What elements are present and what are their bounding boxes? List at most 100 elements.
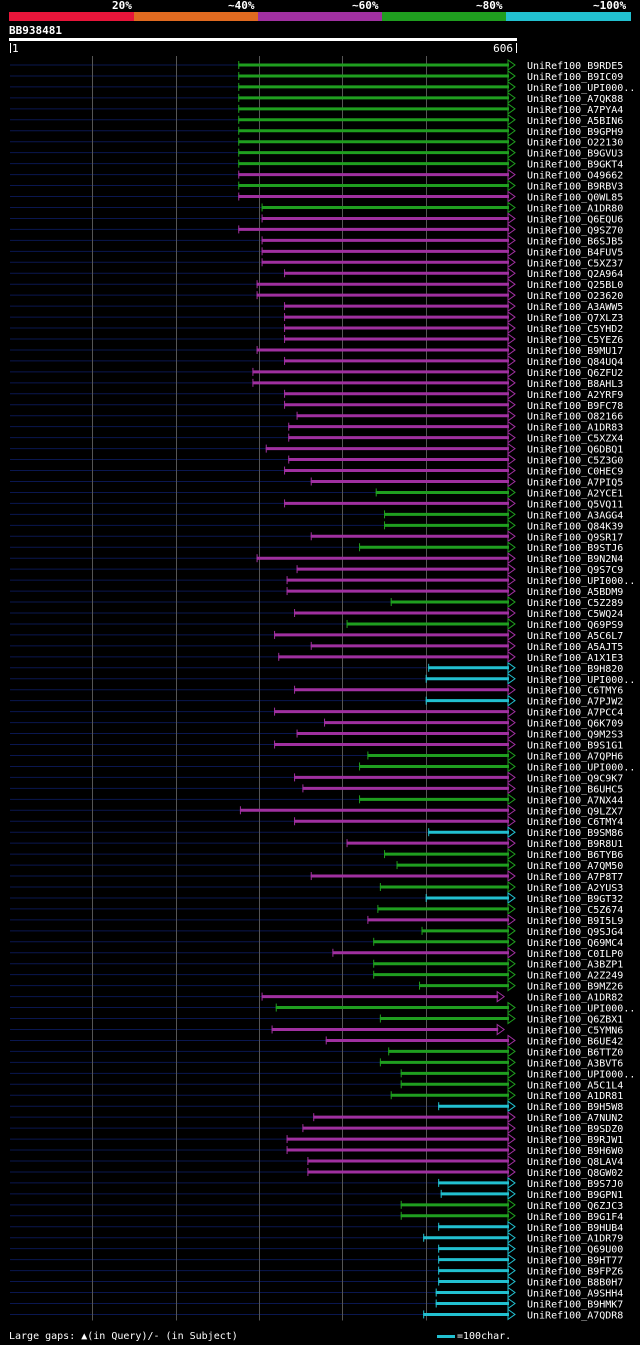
hit-label[interactable]: UniRef100_Q69U00 (527, 1245, 623, 1256)
hit-row[interactable]: UniRef100_A1DR80 (261, 201, 624, 214)
hit-row[interactable]: UniRef100_A3BVT6 (379, 1056, 623, 1069)
hit-label[interactable]: UniRef100_A9SHH4 (527, 1289, 623, 1300)
hit-row[interactable]: UniRef100_C5YEZ6 (284, 333, 623, 346)
hit-row[interactable]: UniRef100_A2YCE1 (375, 486, 624, 499)
hit-label[interactable]: UniRef100_C5Z3G0 (527, 456, 623, 467)
hit-label[interactable]: UniRef100_Q69PS9 (527, 620, 623, 631)
hit-label[interactable]: UniRef100_C5XZX4 (527, 434, 623, 445)
hit-label[interactable]: UniRef100_A7NX44 (527, 795, 623, 806)
hit-row[interactable]: UniRef100_A7PIQ5 (310, 475, 624, 488)
hit-row[interactable]: UniRef100_A1DR81 (390, 1089, 624, 1102)
hit-label[interactable]: UniRef100_C5YHD2 (527, 324, 623, 335)
hit-row[interactable]: UniRef100_C5YHD2 (284, 322, 623, 335)
hit-row[interactable]: UniRef100_A3AWW5 (284, 300, 623, 313)
hit-row[interactable]: UniRef100_B9H5W8 (438, 1100, 623, 1113)
hit-row[interactable]: UniRef100_A7PYA4 (238, 102, 623, 116)
hit-label[interactable]: UniRef100_B9S7J0 (527, 1179, 623, 1190)
hit-label[interactable]: UniRef100_B9MZ26 (527, 982, 623, 993)
hit-label[interactable]: UniRef100_A1DR80 (527, 203, 623, 214)
hit-label[interactable]: UniRef100_Q6ZJC3 (527, 1201, 623, 1212)
hit-label[interactable]: UniRef100_UPI000.. (527, 762, 635, 773)
hit-label[interactable]: UniRef100_B9I5L9 (527, 916, 623, 927)
hit-row[interactable]: UniRef100_UPI000.. (400, 1067, 636, 1080)
hit-row[interactable]: UniRef100_Q5VQ11 (284, 497, 623, 510)
hit-label[interactable]: UniRef100_O23620 (527, 291, 623, 302)
hit-row[interactable]: UniRef100_B9G1F4 (400, 1209, 624, 1223)
hit-label[interactable]: UniRef100_Q2A964 (527, 269, 623, 280)
hit-row[interactable]: UniRef100_Q0WL85 (238, 190, 623, 204)
hit-label[interactable]: UniRef100_B9G1F4 (527, 1212, 623, 1223)
hit-label[interactable]: UniRef100_Q6ZFU2 (527, 368, 623, 379)
hit-row[interactable]: UniRef100_C5Z289 (390, 596, 624, 609)
hit-row[interactable]: UniRef100_Q8GW02 (307, 1165, 623, 1179)
hit-row[interactable]: UniRef100_B9GKT4 (238, 157, 623, 171)
hit-row[interactable]: UniRef100_B6UHC5 (302, 782, 623, 795)
hit-row[interactable]: UniRef100_Q8LAV4 (307, 1155, 623, 1168)
hit-row[interactable]: UniRef100_O49662 (238, 168, 623, 182)
hit-row[interactable]: UniRef100_C6TMY4 (294, 815, 623, 828)
hit-row[interactable]: UniRef100_Q84UQ4 (284, 354, 623, 368)
hit-label[interactable]: UniRef100_A3BVT6 (527, 1058, 623, 1069)
hit-label[interactable]: UniRef100_Q8LAV4 (527, 1157, 623, 1168)
hit-label[interactable]: UniRef100_B9H6W0 (527, 1146, 623, 1157)
hit-label[interactable]: UniRef100_B9GVU3 (527, 149, 623, 160)
hit-row[interactable]: UniRef100_A7QK88 (238, 91, 623, 105)
hit-label[interactable]: UniRef100_Q6EQU6 (527, 214, 623, 225)
hit-label[interactable]: UniRef100_B6SJB5 (527, 236, 623, 247)
hit-label[interactable]: UniRef100_B9HMK7 (527, 1299, 623, 1310)
hit-label[interactable]: UniRef100_B9RJW1 (527, 1135, 623, 1146)
hit-row[interactable]: UniRef100_Q69U00 (438, 1242, 623, 1256)
hit-label[interactable]: UniRef100_A5BDM9 (527, 587, 623, 598)
hit-label[interactable]: UniRef100_Q69MC4 (527, 938, 623, 949)
hit-label[interactable]: UniRef100_O82166 (527, 412, 623, 423)
hit-label[interactable]: UniRef100_B9SDZ0 (527, 1124, 623, 1135)
hit-row[interactable]: UniRef100_B9S1G1 (274, 738, 623, 752)
hit-label[interactable]: UniRef100_Q84UQ4 (527, 357, 623, 368)
hit-row[interactable]: UniRef100_Q6ZBX1 (379, 1012, 623, 1026)
hit-label[interactable]: UniRef100_A2Z249 (527, 971, 623, 982)
hit-row[interactable]: UniRef100_B9MZ26 (419, 979, 623, 993)
hit-row[interactable]: UniRef100_A7PJW2 (425, 694, 624, 708)
hit-row[interactable]: UniRef100_Q9SR17 (310, 530, 624, 543)
hit-row[interactable]: UniRef100_UPI000.. (238, 80, 635, 94)
hit-row[interactable]: UniRef100_A5C6L7 (274, 628, 623, 642)
hit-row[interactable]: UniRef100_A7NX44 (359, 793, 623, 806)
hit-row[interactable]: UniRef100_Q84K39 (384, 519, 623, 532)
hit-row[interactable]: UniRef100_B9RDE5 (238, 59, 623, 72)
hit-label[interactable]: UniRef100_Q9SZ70 (527, 225, 623, 236)
hit-label[interactable]: UniRef100_A7QDR8 (527, 1310, 623, 1321)
hit-row[interactable]: UniRef100_B9FC78 (284, 398, 623, 412)
hit-row[interactable]: UniRef100_B9H820 (428, 661, 623, 675)
hit-label[interactable]: UniRef100_A1DR81 (527, 1091, 623, 1102)
hit-row[interactable]: UniRef100_B9SM86 (428, 826, 623, 839)
hit-row[interactable]: UniRef100_Q9M2S3 (296, 727, 624, 741)
hit-label[interactable]: UniRef100_C6TMY6 (527, 686, 623, 697)
hit-row[interactable]: UniRef100_B6UE42 (325, 1034, 624, 1047)
hit-row[interactable]: UniRef100_B9SDZ0 (302, 1122, 623, 1135)
hit-row[interactable]: UniRef100_A7QDR8 (423, 1308, 623, 1321)
hit-row[interactable]: UniRef100_A1DR83 (288, 420, 623, 434)
hit-label[interactable]: UniRef100_B9FC78 (527, 401, 623, 412)
hit-label[interactable]: UniRef100_Q6ZBX1 (527, 1015, 623, 1026)
hit-label[interactable]: UniRef100_A3AGG4 (527, 510, 623, 521)
hit-row[interactable]: UniRef100_B9HMK7 (435, 1297, 624, 1310)
hit-label[interactable]: UniRef100_C5Z289 (527, 598, 623, 609)
hit-row[interactable]: UniRef100_B9RBV3 (238, 179, 623, 193)
hit-label[interactable]: UniRef100_B9STJ6 (527, 543, 623, 554)
hit-row[interactable]: UniRef100_B9H6W0 (286, 1144, 624, 1157)
hit-row[interactable]: UniRef100_A9SHH4 (435, 1286, 624, 1300)
hit-row[interactable]: UniRef100_B9I5L9 (367, 913, 623, 927)
hit-row[interactable]: UniRef100_B9GPH9 (238, 124, 623, 138)
hit-row[interactable]: UniRef100_B9MU17 (256, 343, 624, 357)
hit-row[interactable]: UniRef100_A1X1E3 (278, 650, 623, 664)
hit-label[interactable]: UniRef100_C6TMY4 (527, 817, 623, 828)
hit-label[interactable]: UniRef100_Q8GW02 (527, 1168, 623, 1179)
hit-row[interactable]: UniRef100_Q6DBQ1 (265, 442, 624, 456)
hit-label[interactable]: UniRef100_Q5VQ11 (527, 499, 623, 510)
hit-row[interactable]: UniRef100_A7QM50 (396, 859, 624, 872)
hit-row[interactable]: UniRef100_C5XZX4 (288, 431, 623, 445)
hit-label[interactable]: UniRef100_UPI000.. (527, 576, 635, 587)
hit-label[interactable]: UniRef100_C5YMN6 (527, 1025, 623, 1036)
hit-label[interactable]: UniRef100_A1DR82 (527, 993, 623, 1004)
hit-row[interactable]: UniRef100_UPI000.. (286, 574, 636, 587)
